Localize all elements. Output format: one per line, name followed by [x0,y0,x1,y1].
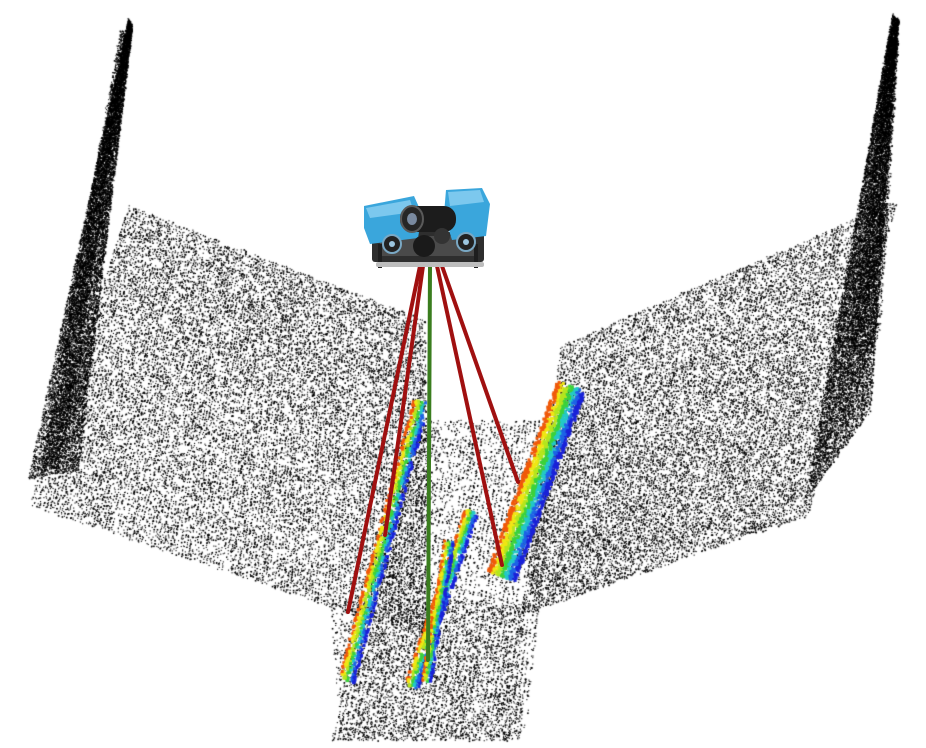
sonar-beams [346,264,520,662]
left-inner-beam [383,264,425,537]
rov-icon [364,188,490,268]
left-outer-beam [346,264,422,614]
central-beam [426,264,432,662]
right-outer-beam [440,264,520,484]
right-inner-beam [435,264,504,567]
